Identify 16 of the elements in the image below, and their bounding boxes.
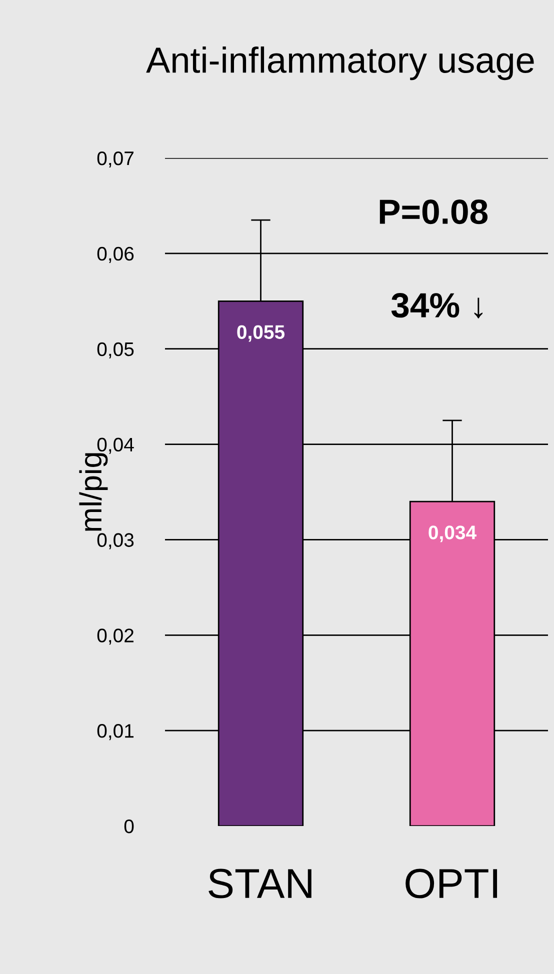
chart-title: Anti-inflammatory usage [146,46,534,80]
y-tick-label: 0,03 [97,533,134,550]
data-label: 0,034 [428,526,476,542]
y-tick-label: 0,02 [97,628,134,645]
y-tick-label: 0,07 [97,151,134,168]
y-tick-label: 0,05 [97,342,134,358]
y-axis-title: ml/pig [79,453,108,531]
y-tick-label: 0,06 [97,246,134,263]
annotation: 34% ↓ [391,293,482,318]
x-tick-label: OPTI [406,868,498,898]
y-tick-label: 0,04 [97,438,134,454]
annotation: P=0.08 [380,200,488,224]
y-tick-label: 0 [124,819,134,834]
x-tick-label: STAN [208,868,312,898]
y-tick-label: 0,01 [97,724,134,740]
data-label: 0,055 [237,325,285,342]
